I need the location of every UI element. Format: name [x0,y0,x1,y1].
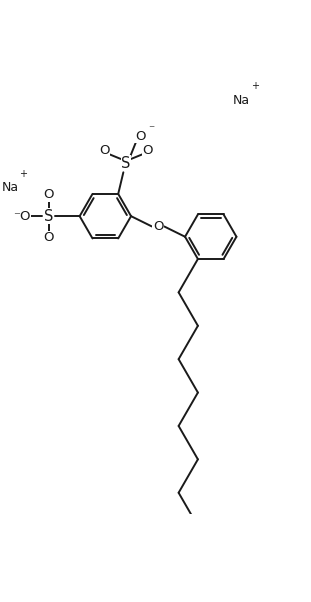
Text: O: O [142,144,153,157]
Text: S: S [121,155,131,170]
Text: ⁻O: ⁻O [13,209,31,223]
Text: O: O [44,188,54,201]
Text: +: + [251,81,259,92]
Text: O: O [135,130,146,143]
Text: ⁻: ⁻ [148,123,154,137]
Text: Na: Na [2,181,19,194]
Text: Na: Na [233,94,250,107]
Text: S: S [44,209,53,224]
Text: O: O [44,231,54,244]
Text: O: O [99,144,109,157]
Text: O: O [153,220,163,233]
Text: +: + [20,169,27,179]
